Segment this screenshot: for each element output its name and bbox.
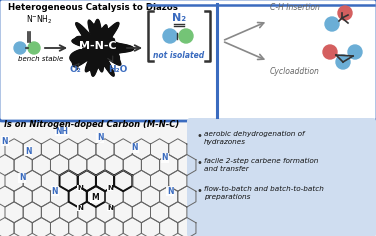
Text: •: • [197, 186, 203, 196]
Circle shape [28, 42, 40, 54]
Text: aerobic dehydrogenation of
hydrazones: aerobic dehydrogenation of hydrazones [204, 131, 305, 145]
Text: flow-to-batch and batch-to-batch
preparations: flow-to-batch and batch-to-batch prepara… [204, 186, 324, 200]
Text: N₂: N₂ [172, 13, 186, 23]
Text: N: N [52, 186, 58, 195]
Text: N: N [107, 185, 113, 191]
Text: N: N [167, 186, 173, 195]
Text: not isolated: not isolated [153, 51, 205, 60]
Text: $\mathsf{N}^{\!-}\!\mathsf{NH}_2$: $\mathsf{N}^{\!-}\!\mathsf{NH}_2$ [26, 13, 53, 26]
Text: C-H Insertion: C-H Insertion [270, 4, 320, 13]
Text: O₂: O₂ [69, 64, 81, 73]
Text: N: N [132, 143, 138, 152]
Circle shape [336, 55, 350, 69]
Text: N: N [97, 134, 103, 143]
Text: M-N-C: M-N-C [79, 41, 117, 51]
Circle shape [348, 45, 362, 59]
Text: Cycloaddtion: Cycloaddtion [270, 67, 320, 76]
Circle shape [323, 45, 337, 59]
Text: ls on Nitrogen-doped Carbon (M-N-C): ls on Nitrogen-doped Carbon (M-N-C) [4, 120, 179, 129]
Text: N: N [25, 147, 31, 156]
FancyBboxPatch shape [0, 0, 376, 121]
Text: N: N [77, 185, 83, 191]
Text: facile 2-step carbene formation
and transfer: facile 2-step carbene formation and tran… [204, 158, 318, 172]
Circle shape [338, 6, 352, 20]
Text: NH: NH [56, 126, 68, 135]
Circle shape [14, 42, 26, 54]
Polygon shape [70, 19, 134, 76]
Circle shape [325, 17, 339, 31]
Text: N: N [19, 173, 25, 182]
Text: N: N [107, 205, 113, 211]
Text: Heterogeneous Catalysis to Diazos: Heterogeneous Catalysis to Diazos [8, 3, 178, 12]
FancyBboxPatch shape [187, 118, 376, 236]
Text: N: N [162, 153, 168, 163]
Text: M: M [91, 194, 99, 202]
Text: •: • [197, 131, 203, 141]
Text: N: N [2, 136, 8, 146]
Text: •: • [197, 158, 203, 168]
Text: bench stable: bench stable [18, 56, 63, 62]
Text: H₂O: H₂O [108, 64, 128, 73]
Circle shape [179, 29, 193, 43]
Text: N: N [77, 205, 83, 211]
Circle shape [163, 29, 177, 43]
